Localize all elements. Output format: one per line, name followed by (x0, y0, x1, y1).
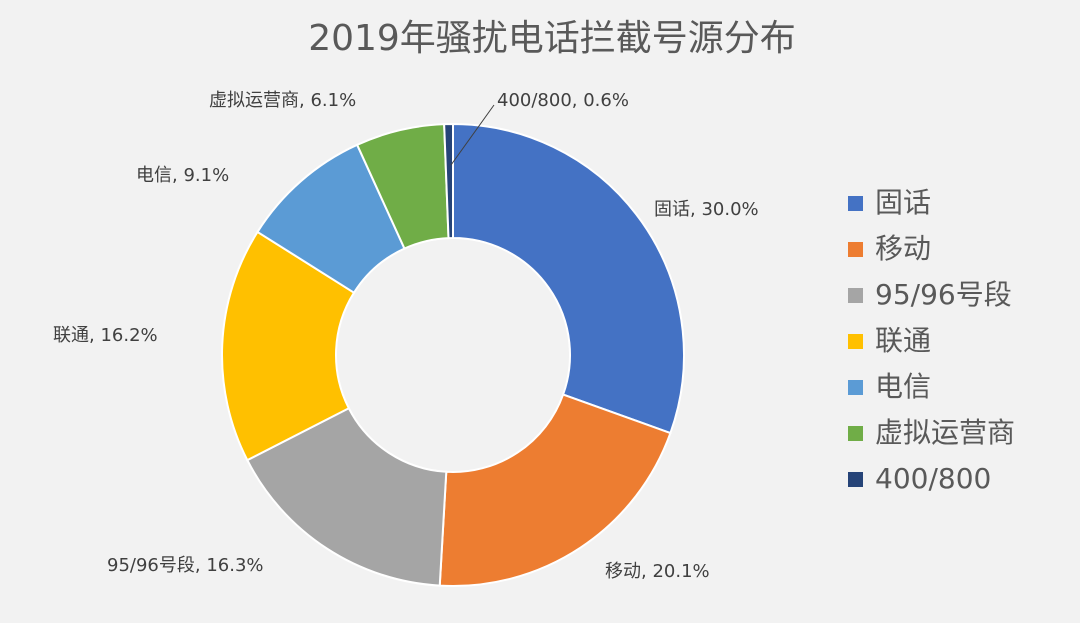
legend-item-landline[interactable]: 固话 (848, 180, 1015, 226)
data-label-mobile: 移动, 20.1% (605, 561, 710, 582)
legend-item-95-96[interactable]: 95/96号段 (848, 272, 1015, 318)
slice-landline[interactable] (452, 122, 685, 435)
legend: 固话 移动 95/96号段 联通 电信 虚拟运营商 400/800 (848, 180, 1015, 502)
legend-item-telecom[interactable]: 电信 (848, 364, 1015, 410)
legend-item-400-800[interactable]: 400/800 (848, 456, 1015, 502)
legend-swatch (848, 287, 863, 303)
legend-label: 固话 (875, 186, 932, 219)
legend-swatch (848, 241, 863, 257)
data-label-virtual-operator: 虚拟运营商, 6.1% (209, 90, 357, 111)
data-label-telecom: 电信, 9.1% (136, 165, 230, 186)
chart-title: 2019年骚扰电话拦截号源分布 (308, 18, 796, 59)
legend-swatch (848, 471, 863, 487)
legend-swatch (848, 425, 863, 441)
legend-label: 电信 (875, 370, 932, 403)
legend-item-mobile[interactable]: 移动 (848, 226, 1015, 272)
slice-unicom[interactable] (221, 230, 356, 462)
leader-line-400-800 (450, 104, 495, 166)
legend-item-virtual-operator[interactable]: 虚拟运营商 (848, 410, 1015, 456)
legend-swatch (848, 195, 863, 211)
data-label-landline: 固话, 30.0% (654, 199, 759, 220)
legend-swatch (848, 379, 863, 395)
legend-label: 400/800 (875, 462, 992, 495)
slice-mobile[interactable] (438, 393, 672, 587)
legend-label: 95/96号段 (875, 278, 1012, 311)
donut-slices (221, 122, 685, 587)
legend-label: 联通 (875, 324, 932, 357)
slice-95-96[interactable] (245, 406, 448, 587)
legend-label: 虚拟运营商 (875, 416, 1016, 449)
data-label-unicom: 联通, 16.2% (53, 325, 158, 346)
legend-swatch (848, 333, 863, 349)
data-label-95-96: 95/96号段, 16.3% (107, 555, 264, 576)
data-label-400-800: 400/800, 0.6% (497, 90, 629, 111)
legend-label: 移动 (875, 232, 932, 265)
legend-item-unicom[interactable]: 联通 (848, 318, 1015, 364)
slice-400-800[interactable] (443, 122, 454, 240)
